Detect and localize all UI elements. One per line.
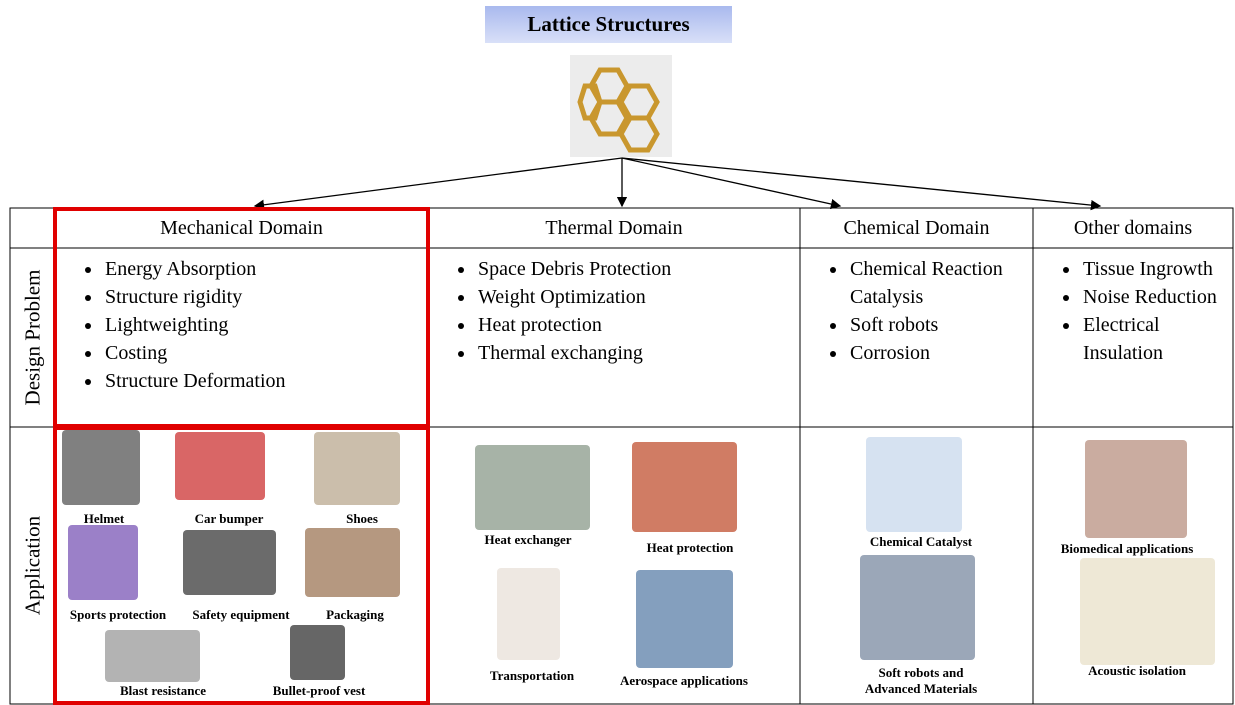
design-problem: Structure Deformation [103,367,426,395]
application-label: Transportation [489,668,575,683]
application-image [497,568,560,660]
design-problem: Space Debris Protection [476,255,798,283]
column-header: Chemical Domain [843,217,990,239]
design-problem: Costing [103,339,426,367]
bullet-list: Space Debris ProtectionWeight Optimizati… [436,255,798,367]
design-problem: Heat protection [476,311,798,339]
application-image [860,555,975,660]
application-label: Car bumper [194,511,264,526]
application-label: Safety equipment [192,607,290,622]
design-problem: Corrosion [848,339,1031,367]
application-image [68,525,138,600]
application-image [1085,440,1187,538]
column-header: Other domains [1073,217,1193,239]
highlight-box [53,426,430,705]
application-label: Bullet-proof vest [272,683,366,698]
application-image [290,625,345,680]
application-image [183,530,276,595]
application-image [475,445,590,530]
application-image [62,430,140,505]
design-problem: Lightweighting [103,311,426,339]
design-problem: Noise Reduction [1081,283,1231,311]
design-problem: Tissue Ingrowth [1081,255,1231,283]
application-image [632,442,737,532]
design-problem: Thermal exchanging [476,339,798,367]
application-label: Helmet [83,511,125,526]
bullet-list: Chemical Reaction CatalysisSoft robotsCo… [808,255,1031,367]
application-label: Chemical Catalyst [869,534,973,549]
application-label: Soft robots and Advanced Materials [864,665,978,696]
bullet-list: Energy AbsorptionStructure rigidityLight… [63,255,426,395]
application-label: Aerospace applications [620,673,748,688]
row-label: Design Problem [20,269,45,406]
application-label: Blast resistance [119,683,207,698]
bullet-list: Tissue IngrowthNoise ReductionElectrical… [1041,255,1231,367]
design-problem: Structure rigidity [103,283,426,311]
application-image [636,570,733,668]
column-header: Mechanical Domain [160,217,323,239]
application-label: Shoes [346,511,378,526]
column-header: Thermal Domain [545,217,683,239]
application-image [314,432,400,505]
title: Lattice Structures [485,6,732,43]
design-problem: Chemical Reaction Catalysis [848,255,1031,311]
design-problem: Energy Absorption [103,255,426,283]
lattice-image [570,55,672,157]
application-image [305,528,400,597]
application-label: Heat exchanger [484,532,572,547]
design-problem: Weight Optimization [476,283,798,311]
application-label: Heat protection [646,540,734,555]
design-problem: Soft robots [848,311,1031,339]
arrows [253,157,1102,211]
design-problem: Electrical Insulation [1081,311,1231,367]
application-label: Biomedical applications [1060,541,1194,556]
application-label: Packaging [326,607,384,622]
row-label: Application [20,515,45,616]
application-image [1080,558,1215,665]
application-label: Acoustic isolation [1088,663,1186,678]
application-image [105,630,200,682]
application-image [866,437,962,532]
application-image [175,432,265,500]
application-label: Sports protection [69,607,167,622]
